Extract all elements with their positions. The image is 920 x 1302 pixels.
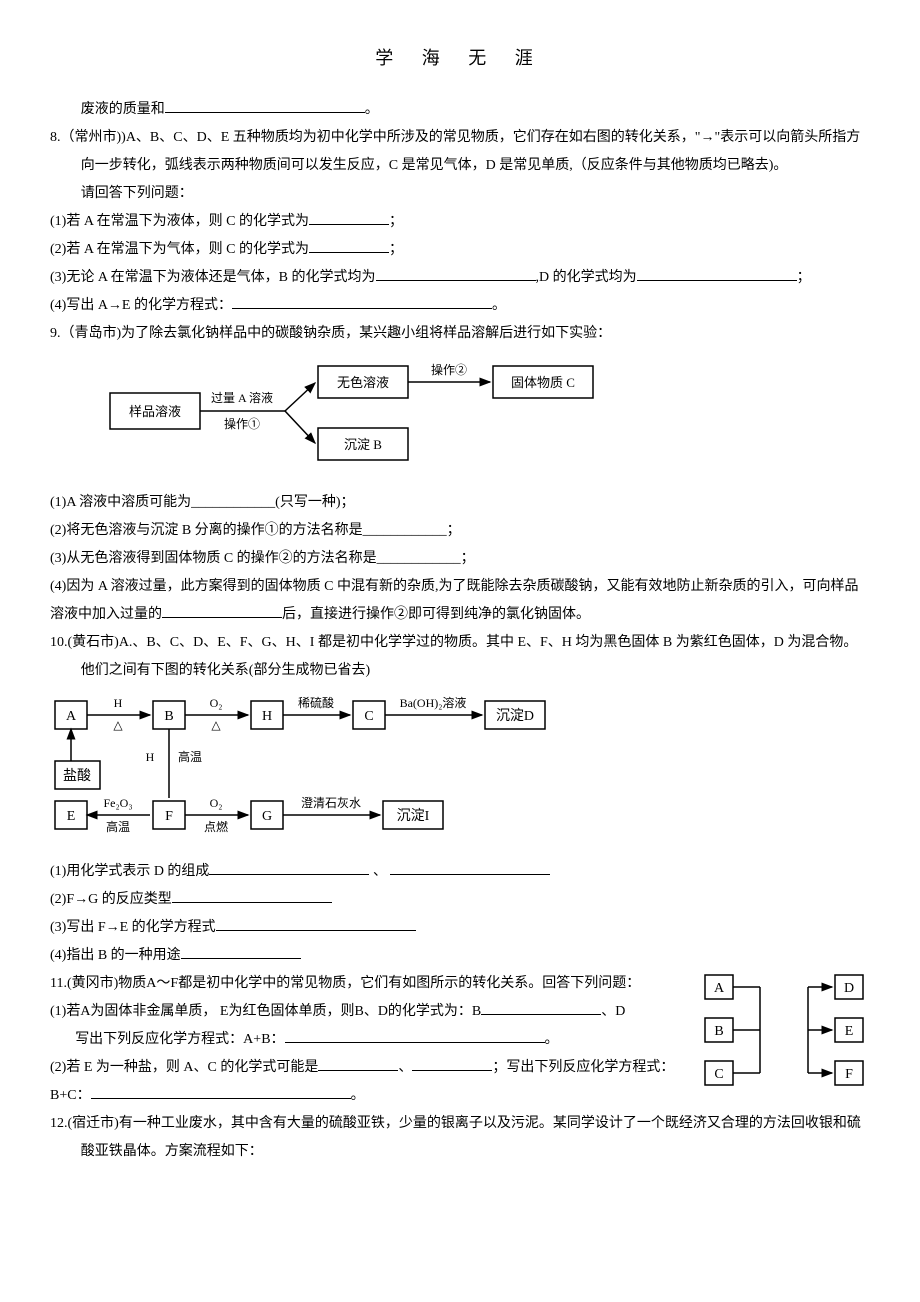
arrow-label-baoh: Ba(OH)₂溶液 xyxy=(400,695,467,710)
flow-box-precipitate-b: 沉淀 B xyxy=(344,437,382,452)
blank xyxy=(309,210,389,225)
flow-box-solid-c: 固体物质 C xyxy=(511,375,575,390)
blank xyxy=(209,860,369,875)
q9-p4b-text: 后，直接进行操作②即可得到纯净的氯化钠固体。 xyxy=(282,607,590,622)
question-8: 8.（常州市))A、B、C、D、E 五种物质均为初中化学中所涉及的常见物质，它们… xyxy=(50,124,870,320)
orphan-line: 废液的质量和。 xyxy=(50,96,870,124)
q11-p1c-text: 写出下列反应化学方程式：A+B： xyxy=(75,1032,284,1047)
q8-stem-text: 8.（常州市))A、B、C、D、E 五种物质均为初中化学中所涉及的常见物质，它们… xyxy=(50,130,860,173)
q10-p4: (4)指出 B 的一种用途 xyxy=(50,942,870,970)
blank xyxy=(376,266,536,281)
flow-label-op2: 操作② xyxy=(431,362,467,377)
diag-e: E xyxy=(845,1024,854,1039)
arrow-label-o2b: O₂ xyxy=(210,796,223,810)
q11-p2b-text: 、 xyxy=(398,1060,412,1075)
q8-p3b-text: ,D 的化学式均为 xyxy=(536,270,637,285)
q11-p1b-text: 、D xyxy=(601,1004,625,1019)
blank xyxy=(318,1056,398,1071)
q10-p4-text: (4)指出 B 的一种用途 xyxy=(50,948,181,963)
flow-label-a-top: 过量 A 溶液 xyxy=(211,390,273,405)
arrow-label-h2: H xyxy=(146,750,155,764)
blank xyxy=(216,916,416,931)
arrow-label-burn: 点燃 xyxy=(204,819,228,834)
blank xyxy=(390,860,550,875)
diag-f: F xyxy=(845,1067,853,1082)
q8-p1-text: (1)若 A 在常温下为液体，则 C 的化学式为 xyxy=(50,214,309,229)
blank xyxy=(637,266,797,281)
blank xyxy=(172,888,332,903)
diag-d: D xyxy=(844,981,854,996)
q10-p1-text: (1)用化学式表示 D 的组成 xyxy=(50,864,209,879)
node-h: H xyxy=(262,709,272,724)
q8-stem: 8.（常州市))A、B、C、D、E 五种物质均为初中化学中所涉及的常见物质，它们… xyxy=(50,124,870,180)
q9-p4: (4)因为 A 溶液过量，此方案得到的固体物质 C 中混有新的杂质,为了既能除去… xyxy=(50,573,870,629)
node-hcl: 盐酸 xyxy=(63,768,91,784)
q9-flow-diagram: 样品溶液 过量 A 溶液 操作① 无色溶液 沉淀 B 操作② 固体物质 C xyxy=(90,358,650,468)
node-i: 沉淀I xyxy=(397,808,430,824)
blank xyxy=(285,1028,545,1043)
q9-p2: (2)将无色溶液与沉淀 B 分离的操作①的方法名称是____________； xyxy=(50,517,870,545)
orphan-text: 废液的质量和 xyxy=(81,102,165,117)
node-e: E xyxy=(67,809,76,824)
node-f: F xyxy=(165,809,173,824)
blank xyxy=(91,1084,351,1099)
q10-stem: 10.(黄石市)A.、B、C、D、E、F、G、H、I 都是初中化学学过的物质。其… xyxy=(50,629,870,685)
q8-p2-text: (2)若 A 在常温下为气体，则 C 的化学式为 xyxy=(50,242,309,257)
arrow-label-lime: 澄清石灰水 xyxy=(301,795,361,810)
blank xyxy=(412,1056,492,1071)
node-c: C xyxy=(364,709,373,724)
q10-p3: (3)写出 F→E 的化学方程式 xyxy=(50,914,870,942)
q8-p1: (1)若 A 在常温下为液体，则 C 的化学式为； xyxy=(50,208,870,236)
q8-p3a-text: (3)无论 A 在常温下为液体还是气体，B 的化学式均为 xyxy=(50,270,376,285)
flow-box-sample: 样品溶液 xyxy=(129,404,181,419)
node-g: G xyxy=(262,809,272,824)
q8-p4-text: (4)写出 A→E 的化学方程式： xyxy=(50,298,232,313)
node-a: A xyxy=(66,709,77,724)
q9-p3: (3)从无色溶液得到固体物质 C 的操作②的方法名称是____________； xyxy=(50,545,870,573)
blank xyxy=(481,1000,601,1015)
page-header: 学 海 无 涯 xyxy=(50,40,870,76)
question-9: 9.（青岛市)为了除去氯化钠样品中的碳酸钠杂质，某兴趣小组将样品溶解后进行如下实… xyxy=(50,320,870,629)
blank xyxy=(309,238,389,253)
q12-stem: 12.(宿迁市)有一种工业废水，其中含有大量的硫酸亚铁，少量的银离子以及污泥。某… xyxy=(50,1110,870,1166)
q8-p3: (3)无论 A 在常温下为液体还是气体，B 的化学式均为,D 的化学式均为； xyxy=(50,264,870,292)
flow-box-colorless: 无色溶液 xyxy=(337,375,389,390)
arrow-label-dilute: 稀硫酸 xyxy=(298,695,334,710)
q11-p2a-text: (2)若 E 为一种盐，则 A、C 的化学式可能是 xyxy=(50,1060,318,1075)
flow-label-a-bot: 操作① xyxy=(224,416,260,431)
q9-p1: (1)A 溶液中溶质可能为____________(只写一种)； xyxy=(50,489,870,517)
diag-a: A xyxy=(714,981,725,996)
blank xyxy=(162,603,282,618)
blank xyxy=(181,944,301,959)
node-b: B xyxy=(164,709,173,724)
q11-diagram: A B C D E F xyxy=(700,970,870,1090)
q8-p4: (4)写出 A→E 的化学方程式：。 xyxy=(50,292,870,320)
q8-p2: (2)若 A 在常温下为气体，则 C 的化学式为； xyxy=(50,236,870,264)
arrow-label-h1: H xyxy=(114,696,123,710)
arrow-label-tri1: △ xyxy=(113,718,123,732)
diag-b: B xyxy=(714,1024,723,1039)
q10-p2-text: (2)F→G 的反应类型 xyxy=(50,892,172,907)
question-11: A B C D E F 11.(黄冈市)物质A～F都是初中化学中的常见物质，它们… xyxy=(50,970,870,1110)
arrow-label-high2: 高温 xyxy=(106,819,130,834)
q10-p3-text: (3)写出 F→E 的化学方程式 xyxy=(50,920,216,935)
diag-c: C xyxy=(714,1067,723,1082)
blank xyxy=(165,98,365,113)
blank xyxy=(232,294,492,309)
q10-p2: (2)F→G 的反应类型 xyxy=(50,886,870,914)
q9-stem: 9.（青岛市)为了除去氯化钠样品中的碳酸钠杂质，某兴趣小组将样品溶解后进行如下实… xyxy=(50,320,870,348)
question-12: 12.(宿迁市)有一种工业废水，其中含有大量的硫酸亚铁，少量的银离子以及污泥。某… xyxy=(50,1110,870,1166)
arrow-label-high1: 高温 xyxy=(178,749,202,764)
question-10: 10.(黄石市)A.、B、C、D、E、F、G、H、I 都是初中化学学过的物质。其… xyxy=(50,629,870,970)
arrow-label-fe2o3: Fe₂O₃ xyxy=(103,796,132,810)
q8-stem-line2: 请回答下列问题： xyxy=(50,180,870,208)
q10-flow-diagram: A H △ B O₂ △ H 稀硫酸 C Ba(OH)₂溶液 沉淀D 盐酸 H … xyxy=(50,691,670,841)
arrow-label-tri2: △ xyxy=(211,718,221,732)
q11-p1a-text: (1)若A为固体非金属单质， E为红色固体单质，则B、D的化学式为：B xyxy=(50,1004,481,1019)
node-d: 沉淀D xyxy=(496,708,534,724)
q10-p1: (1)用化学式表示 D 的组成 、 xyxy=(50,858,870,886)
arrow-label-o2a: O₂ xyxy=(210,696,223,710)
